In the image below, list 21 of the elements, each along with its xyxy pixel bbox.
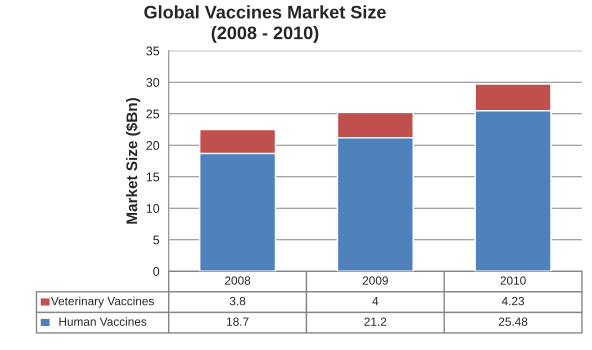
legend-label: Human Vaccines — [59, 317, 146, 326]
y-tick-label: 35 — [146, 46, 160, 56]
data-label: 21.2 — [364, 318, 386, 326]
legend-label: Veterinary Vaccines — [50, 296, 154, 308]
y-axis-title: Market Size ($Bn) — [126, 98, 140, 224]
y-tick-label: 15 — [146, 172, 160, 182]
x-tick-label: 2009 — [362, 276, 388, 285]
data-label: 18.7 — [227, 318, 248, 326]
y-tick-label: 25 — [146, 110, 160, 118]
data-label: 4.23 — [502, 296, 524, 306]
data-label: 4 — [372, 297, 378, 306]
y-tick-label: 0 — [153, 267, 160, 276]
x-tick-label: 2010 — [500, 276, 526, 285]
data-label: 25.48 — [498, 318, 528, 326]
y-tick-label: 20 — [146, 141, 160, 150]
y-tick-label: 5 — [153, 236, 160, 244]
data-label: 3.8 — [230, 296, 246, 306]
x-tick-label: 2008 — [225, 276, 250, 285]
chart-title: Global Vaccines Market Size (2008 - 2010) — [144, 5, 386, 43]
y-tick-label: 10 — [146, 204, 160, 213]
y-tick-label: 30 — [146, 78, 160, 87]
